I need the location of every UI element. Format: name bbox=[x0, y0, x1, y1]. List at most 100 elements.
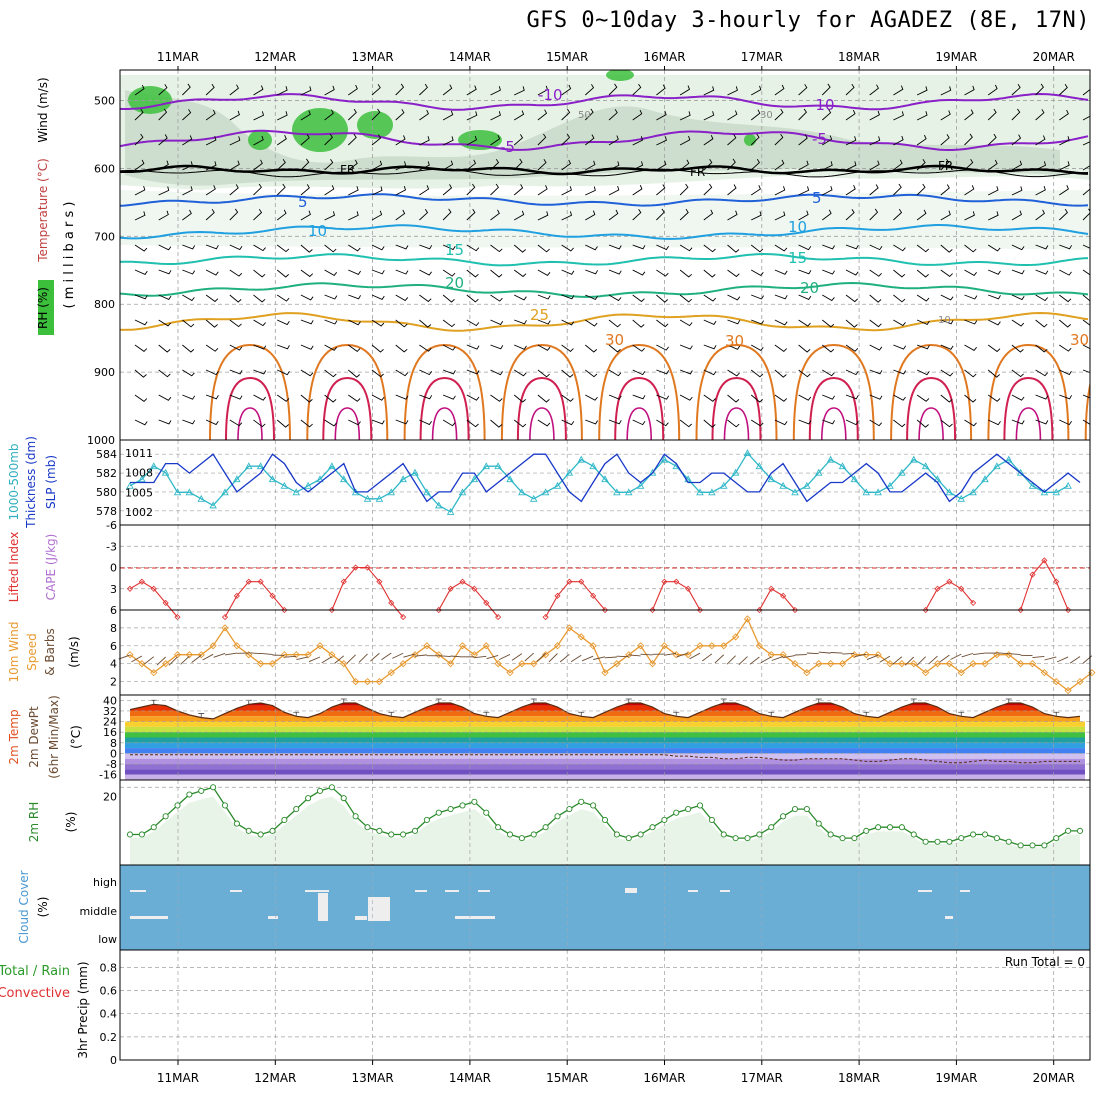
wind-barb bbox=[1082, 394, 1090, 399]
wind-barb bbox=[253, 183, 262, 196]
wind-barb bbox=[419, 269, 432, 276]
wind-speed-series-point bbox=[826, 660, 835, 668]
precip-tick: 0 bbox=[110, 1054, 117, 1067]
li-tick: -3 bbox=[106, 540, 117, 553]
lifted-index-point bbox=[328, 606, 335, 614]
wind-barb bbox=[419, 161, 430, 171]
slp-series-point bbox=[957, 494, 966, 502]
wind-barb bbox=[371, 134, 382, 146]
wind-barb bbox=[940, 244, 953, 253]
isotherm-30-plume bbox=[209, 343, 291, 440]
wind-barb bbox=[134, 108, 144, 121]
wind-barb bbox=[395, 135, 406, 146]
wind-barb bbox=[324, 185, 335, 196]
wind-barb bbox=[229, 244, 243, 251]
wind-barb bbox=[1035, 209, 1045, 221]
date-label-top: 17MAR bbox=[741, 50, 783, 64]
wind-barb bbox=[229, 294, 242, 303]
wind-barb bbox=[134, 84, 145, 96]
temp-color-band bbox=[125, 753, 1085, 759]
date-label-top: 14MAR bbox=[449, 50, 491, 64]
temp-color-band bbox=[125, 774, 1085, 780]
wind-barb bbox=[608, 344, 621, 353]
wind-barb bbox=[1059, 136, 1070, 146]
wind-barb bbox=[916, 394, 930, 402]
wind-barb bbox=[1035, 83, 1044, 96]
wind-barb bbox=[988, 211, 999, 221]
wind-barb bbox=[656, 369, 670, 375]
wind-barb bbox=[395, 344, 408, 353]
rh-2m-series-point bbox=[483, 809, 490, 816]
slp-series-point bbox=[779, 481, 787, 489]
wind-barb bbox=[182, 319, 195, 328]
wind-barb bbox=[822, 109, 832, 121]
wind-barb bbox=[632, 294, 645, 303]
wind-barb bbox=[1059, 344, 1072, 352]
wind-barb bbox=[395, 161, 407, 171]
wind-barb bbox=[869, 184, 879, 196]
wind-barb bbox=[537, 133, 547, 146]
ylabel-wind: Wind (m/s) bbox=[36, 77, 50, 142]
wind-speed-series-point bbox=[292, 651, 300, 659]
wind-barb-10m bbox=[180, 655, 190, 665]
wind-barb bbox=[276, 394, 290, 402]
wind-barb bbox=[300, 158, 310, 171]
wind-barb bbox=[348, 344, 361, 352]
wind-barb bbox=[158, 319, 172, 327]
wind-speed-series-point bbox=[197, 651, 205, 659]
wind-barb bbox=[1082, 419, 1090, 425]
freezing-level-label: FR bbox=[340, 163, 355, 177]
isotherm-minus10 bbox=[120, 92, 1089, 111]
wind-barb bbox=[395, 419, 409, 425]
rh-2m-series-point bbox=[221, 802, 229, 809]
wind-barb bbox=[371, 394, 385, 401]
wind-barb bbox=[419, 83, 428, 96]
wind-barb bbox=[822, 294, 835, 302]
wind-barb bbox=[656, 319, 669, 328]
wind-barb bbox=[774, 344, 788, 352]
wind-barb bbox=[513, 184, 524, 196]
wind-barb bbox=[940, 394, 953, 403]
lifted-index-point bbox=[376, 578, 383, 585]
wind-barb bbox=[158, 369, 171, 378]
wind-barb-10m bbox=[296, 656, 309, 661]
wind-barb bbox=[277, 344, 290, 350]
rh-2m-series-point bbox=[910, 831, 917, 838]
temp-color-band bbox=[125, 748, 1085, 754]
wind-barb bbox=[987, 159, 998, 171]
wind-barb bbox=[656, 110, 667, 121]
wind-barb bbox=[703, 394, 716, 402]
wind-barb bbox=[940, 269, 953, 277]
wind-barb bbox=[300, 244, 313, 253]
wind-barb-10m bbox=[414, 654, 427, 657]
wind-barb bbox=[893, 344, 907, 350]
wind-barb bbox=[608, 319, 621, 328]
wind-barb bbox=[466, 244, 480, 252]
wind-barb bbox=[300, 86, 312, 96]
wind-barb bbox=[656, 419, 669, 427]
wind-barb bbox=[1035, 344, 1048, 353]
wind-barb bbox=[490, 158, 500, 171]
wind-barb bbox=[964, 344, 977, 351]
wind-speed-series-point bbox=[743, 615, 752, 623]
freezing-level-line bbox=[120, 164, 1089, 176]
wind-barb bbox=[798, 294, 812, 300]
cloud-block bbox=[478, 890, 490, 892]
wind-barb bbox=[585, 269, 598, 275]
rh-2m-series-point bbox=[364, 824, 371, 831]
rh-2m-series-point bbox=[732, 835, 739, 842]
wind-barb-10m bbox=[818, 651, 831, 654]
isotherm-40-plume bbox=[626, 407, 652, 440]
wind-barb bbox=[348, 394, 361, 402]
wind-barb bbox=[703, 269, 716, 278]
wind-barb-10m bbox=[593, 656, 606, 660]
wind-barb bbox=[750, 369, 764, 378]
slp-series-point bbox=[577, 455, 586, 463]
slp-series-point bbox=[506, 475, 514, 483]
wind-barb-10m bbox=[783, 655, 796, 659]
wind-speed-series-point bbox=[553, 642, 562, 650]
wind-speed-series-point bbox=[886, 660, 894, 668]
wind-barb bbox=[324, 211, 336, 221]
lifted-index-point bbox=[768, 585, 775, 592]
